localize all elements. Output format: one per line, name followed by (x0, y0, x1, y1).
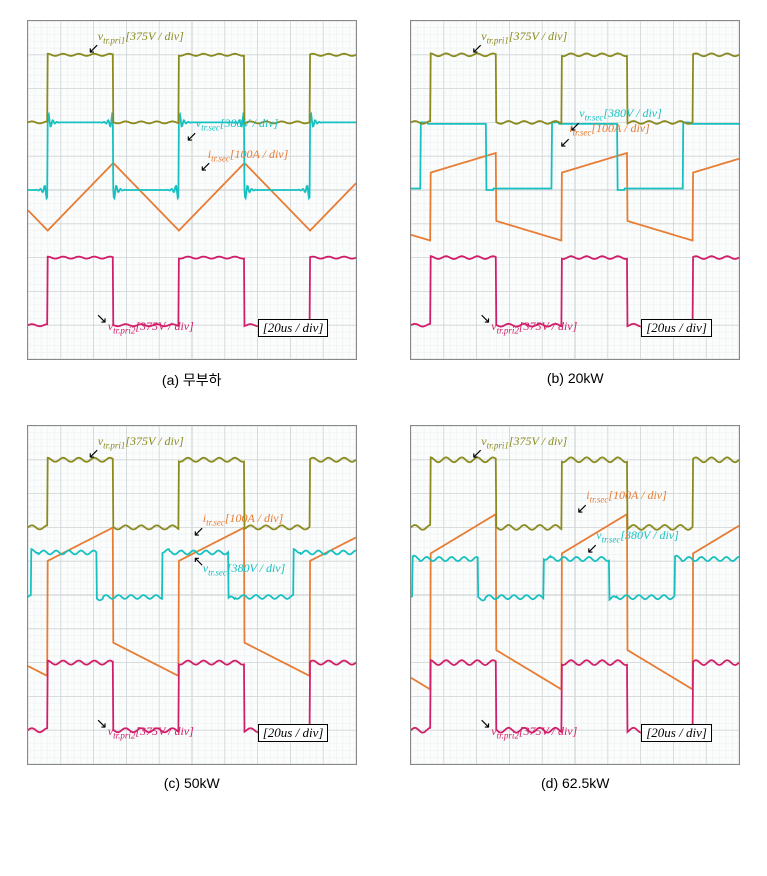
label-arrow: ↙ (559, 135, 571, 149)
figure-grid: vtr.pri1[375V / div] ↙ vtr.sec[380V / di… (20, 20, 747, 791)
timebase-label: [20us / div] (258, 319, 329, 337)
label-arrow: ↙ (193, 524, 205, 538)
scope-screen: vtr.pri1[375V / div] ↙ vtr.sec[380V / di… (410, 20, 740, 360)
label-arrow: ↘ (479, 716, 491, 730)
scope-screen: vtr.pri1[375V / div] ↙ vtr.sec[380V / di… (410, 425, 740, 765)
timebase-label: [20us / div] (641, 319, 712, 337)
oscilloscope-panel-c: vtr.pri1[375V / div] ↙ vtr.sec[380V / di… (20, 425, 364, 791)
signal-label: itr.sec[100A / div] (586, 488, 667, 504)
scope-screen: vtr.pri1[375V / div] ↙ vtr.sec[380V / di… (27, 20, 357, 360)
timebase-label: [20us / div] (258, 724, 329, 742)
label-arrow: ↙ (471, 41, 483, 55)
timebase-label: [20us / div] (641, 724, 712, 742)
label-arrow: ↙ (576, 501, 588, 515)
signal-label: vtr.sec[380V / div] (596, 528, 679, 544)
signal-label: vtr.pri1[375V / div] (98, 29, 184, 45)
label-arrow: ↙ (88, 446, 100, 460)
signal-label: vtr.sec[380V / div] (579, 106, 662, 122)
signal-label: itr.sec[100A / div] (203, 511, 284, 527)
signal-label: itr.sec[100A / div] (208, 147, 289, 163)
panel-caption: (c) 50kW (164, 775, 220, 791)
panel-caption: (a) 무부하 (162, 370, 222, 390)
panel-caption: (d) 62.5kW (541, 775, 609, 791)
label-arrow: ↘ (96, 311, 108, 325)
oscilloscope-panel-b: vtr.pri1[375V / div] ↙ vtr.sec[380V / di… (404, 20, 748, 390)
label-arrow: ↙ (88, 41, 100, 55)
oscilloscope-panel-d: vtr.pri1[375V / div] ↙ vtr.sec[380V / di… (404, 425, 748, 791)
label-arrow: ↙ (186, 129, 198, 143)
signal-label: vtr.pri2[375V / div] (491, 319, 577, 335)
signal-label: vtr.pri2[375V / div] (491, 724, 577, 740)
signal-label: vtr.pri1[375V / div] (481, 434, 567, 450)
scope-screen: vtr.pri1[375V / div] ↙ vtr.sec[380V / di… (27, 425, 357, 765)
label-arrow: ↙ (200, 159, 212, 173)
signal-label: vtr.sec[380V / div] (196, 116, 279, 132)
signal-label: vtr.pri1[375V / div] (98, 434, 184, 450)
label-arrow: ↖ (193, 554, 205, 568)
signal-label: itr.sec[100A / div] (569, 121, 650, 137)
signal-label: vtr.pri2[375V / div] (108, 319, 194, 335)
label-arrow: ↙ (586, 541, 598, 555)
signal-label: vtr.sec[380V / div] (203, 561, 286, 577)
label-arrow: ↙ (471, 446, 483, 460)
signal-label: vtr.pri2[375V / div] (108, 724, 194, 740)
panel-caption: (b) 20kW (547, 370, 604, 386)
label-arrow: ↘ (479, 311, 491, 325)
label-arrow: ↘ (96, 716, 108, 730)
signal-label: vtr.pri1[375V / div] (481, 29, 567, 45)
oscilloscope-panel-a: vtr.pri1[375V / div] ↙ vtr.sec[380V / di… (20, 20, 364, 390)
